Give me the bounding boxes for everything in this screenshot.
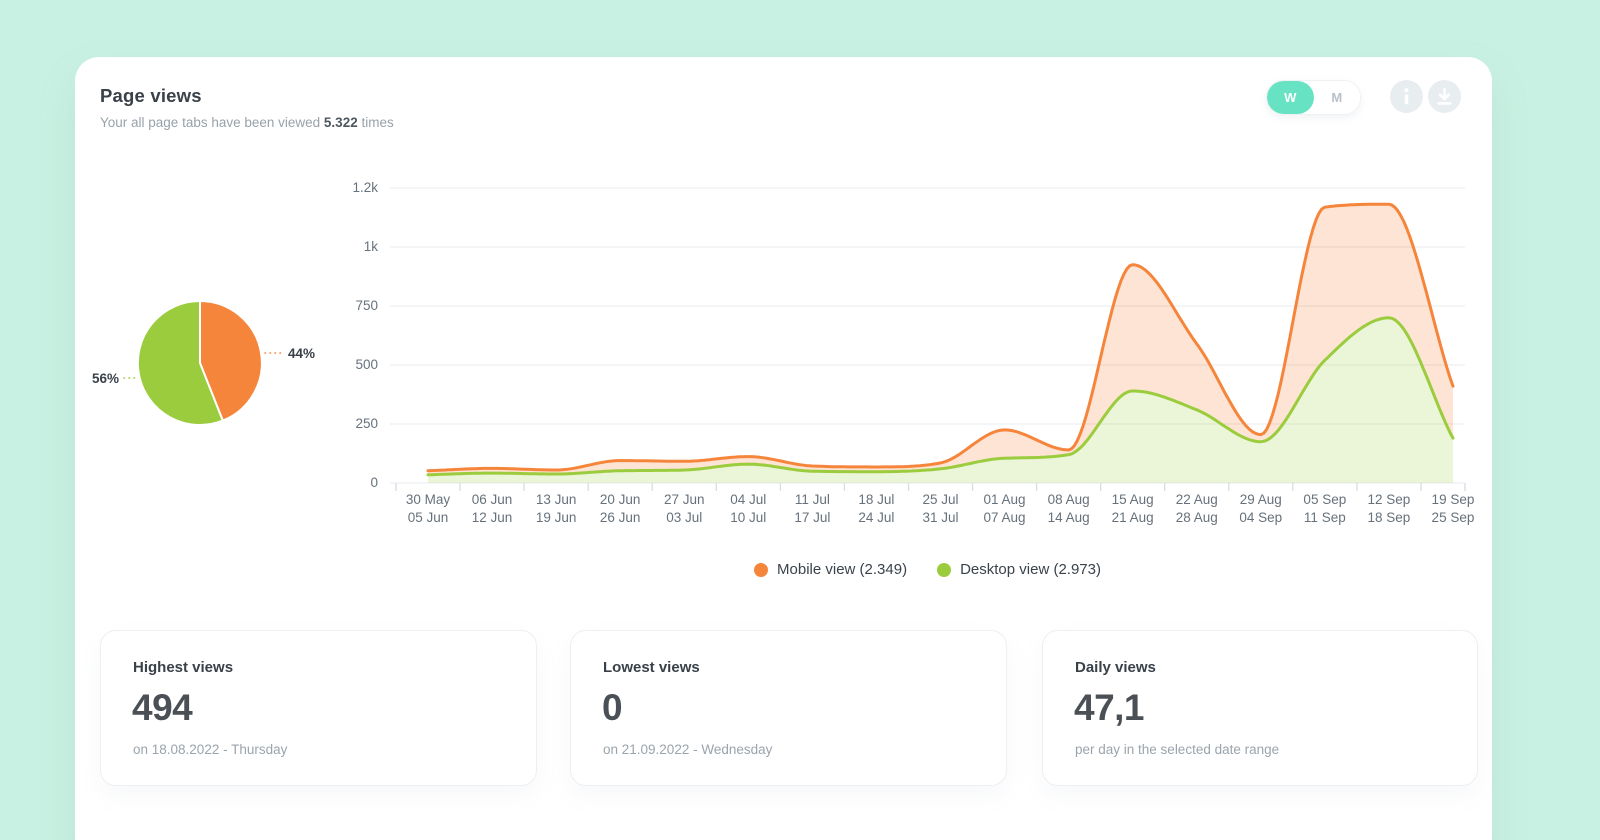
x-axis-tick-label: 30 May 05 Jun	[405, 492, 451, 525]
x-axis-tick-label: 01 Aug 07 Aug	[983, 492, 1026, 525]
x-axis-tick-label: 12 Sep 18 Sep	[1367, 492, 1411, 525]
download-icon	[1428, 80, 1461, 113]
week-month-toggle: W M	[1266, 80, 1361, 115]
legend-dot-icon	[754, 562, 769, 577]
y-axis-tick-label: 250	[355, 416, 378, 431]
y-axis-tick-label: 1.2k	[352, 180, 378, 195]
x-axis-labels: 30 May 05 Jun 06 Jun 12 Jun 13 Jun 19 Jun 20 J…	[390, 491, 1474, 531]
x-axis-tick-label: 27 Jun 03 Jul	[663, 492, 705, 525]
x-axis-tick-label: 05 Sep 11 Sep	[1303, 492, 1347, 525]
x-axis-tick-label: 08 Aug 14 Aug	[1047, 492, 1090, 525]
pie-percent-label-desktop: 56%	[92, 371, 119, 386]
page-subtitle: Your all page tabs have been viewed 5.32…	[100, 115, 394, 130]
stat-value: 0	[602, 687, 623, 728]
stat-caption: per day in the selected date range	[1075, 742, 1280, 757]
x-axis-tick-label: 20 Jun 26 Jun	[599, 492, 641, 525]
x-axis-tick-label: 19 Sep 25 Sep	[1431, 492, 1475, 525]
stat-value: 47,1	[1074, 687, 1145, 728]
subtitle-total-count: 5.322	[323, 115, 358, 130]
x-axis-tick-label: 04 Jul 10 Jul	[730, 492, 767, 525]
x-axis-tick-label: 25 Jul 31 Jul	[922, 492, 959, 525]
chart-legend: Mobile view (2.349) Desktop view (2.973)	[390, 561, 1465, 578]
legend-item: Desktop view (2.973)	[937, 561, 1101, 578]
page-title: Page views	[100, 85, 202, 106]
stat-caption: on 21.09.2022 - Wednesday	[603, 742, 773, 757]
y-axis-tick-label: 500	[355, 357, 378, 372]
toggle-week-button[interactable]: W	[1267, 81, 1314, 114]
stat-value: 494	[132, 687, 193, 728]
info-icon	[1390, 80, 1423, 113]
pie-slice-desktop	[136, 299, 224, 426]
desktop-line	[426, 316, 1455, 477]
legend-label: Desktop view (2.973)	[960, 561, 1101, 578]
stat-title: Highest views	[133, 659, 234, 676]
page-views-area-chart	[390, 187, 1466, 491]
stat-card-lowest-views: Lowest views 0 on 21.09.2022 - Wednesday	[570, 630, 1007, 786]
stat-title: Lowest views	[603, 659, 700, 676]
x-axis-tick-label: 22 Aug 28 Aug	[1175, 492, 1218, 525]
stat-card-daily-views: Daily views 47,1 per day in the selected…	[1042, 630, 1478, 786]
legend-item: Mobile view (2.349)	[754, 561, 907, 578]
toggle-month-button[interactable]: M	[1313, 81, 1360, 114]
y-axis-tick-label: 750	[355, 298, 378, 313]
device-share-pie-chart: 44% 56%	[92, 299, 315, 426]
stat-card-highest-views: Highest views 494 on 18.08.2022 - Thursd…	[100, 630, 537, 786]
x-axis-tick-label: 11 Jul 17 Jul	[794, 492, 831, 525]
x-axis-tick-label: 29 Aug 04 Sep	[1239, 492, 1283, 525]
x-axis-tick-label: 15 Aug 21 Aug	[1111, 492, 1154, 525]
legend-dot-icon	[937, 562, 952, 577]
y-axis-tick-label: 0	[370, 475, 378, 490]
subtitle-prefix: Your all page tabs have been viewed	[100, 115, 324, 130]
x-axis-tick-label: 13 Jun 19 Jun	[535, 492, 577, 525]
y-axis-tick-label: 1k	[363, 239, 378, 254]
mobile-area-fill	[428, 204, 1453, 475]
download-button[interactable]	[1428, 80, 1461, 113]
legend-label: Mobile view (2.349)	[777, 561, 908, 578]
page-views-panel: Page views Your all page tabs have been …	[75, 57, 1492, 840]
stat-title: Daily views	[1075, 659, 1156, 676]
mobile-line	[426, 202, 1455, 473]
subtitle-suffix: times	[357, 115, 394, 130]
desktop-area-fill	[428, 317, 1453, 483]
x-axis-tick-label: 18 Jul 24 Jul	[858, 492, 895, 525]
pie-percent-label-mobile: 44%	[288, 346, 315, 361]
stat-caption: on 18.08.2022 - Thursday	[133, 742, 288, 757]
pie-slice-mobile	[199, 300, 263, 422]
info-button[interactable]	[1390, 80, 1423, 113]
x-axis-tick-label: 06 Jun 12 Jun	[471, 492, 513, 525]
